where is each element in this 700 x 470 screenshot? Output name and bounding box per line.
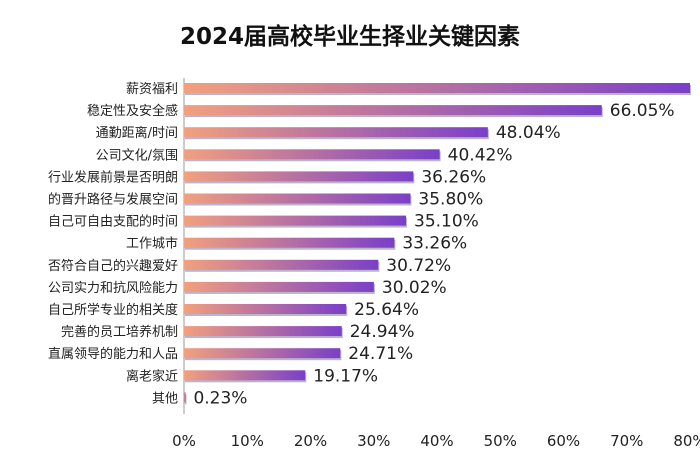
bar <box>184 392 186 403</box>
category-label: 直属领导的能力和人品 <box>48 346 178 362</box>
value-label: 35.80% <box>418 190 483 210</box>
bar <box>184 237 395 248</box>
value-label: 0.23% <box>193 388 247 408</box>
bar <box>184 370 306 381</box>
category-label: 的晋升路径与发展空间 <box>48 192 178 208</box>
bar-shadow <box>185 394 187 405</box>
x-tick-label: 50% <box>484 432 517 450</box>
category-label: 其他 <box>152 391 178 406</box>
category-label: 稳定性及安全感 <box>87 103 178 119</box>
x-tick-label: 30% <box>357 432 390 450</box>
category-label: 行业发展前景是否明朗 <box>48 169 178 185</box>
category-label: 薪资福利 <box>126 82 178 97</box>
category-label: 公司文化/氛围 <box>96 148 178 163</box>
bar <box>184 149 440 160</box>
value-label: 19.17% <box>313 366 378 386</box>
value-label: 35.10% <box>414 212 479 232</box>
value-label: 24.71% <box>348 344 413 364</box>
category-label: 完善的员工培养机制 <box>61 324 178 340</box>
x-tick-label: 20% <box>294 432 327 450</box>
value-label: 30.02% <box>382 278 447 298</box>
bar <box>184 326 342 337</box>
x-tick-label: 0% <box>172 432 196 450</box>
value-label: 48.04% <box>496 123 561 143</box>
category-label: 自己所学专业的相关度 <box>48 302 178 318</box>
chart-title: 2024届高校毕业生择业关键因素 <box>180 23 520 50</box>
x-tick-label: 10% <box>231 432 264 450</box>
bar <box>184 304 347 314</box>
bar <box>184 83 690 93</box>
category-label: 离老家近 <box>126 368 178 384</box>
bar <box>184 281 374 292</box>
bar <box>184 193 411 204</box>
bar <box>184 171 414 182</box>
category-label: 工作城市 <box>126 236 178 252</box>
x-tick-label: 60% <box>547 432 580 450</box>
bar <box>184 127 488 138</box>
bar <box>184 105 602 116</box>
category-label: 通勤距离/时间 <box>96 125 178 141</box>
x-tick-label: 80% <box>673 432 700 450</box>
category-label: 公司实力和抗风险能力 <box>48 281 178 296</box>
bar <box>184 348 341 359</box>
bar <box>184 215 407 226</box>
x-tick-label: 40% <box>420 432 453 450</box>
value-label: 25.64% <box>354 300 419 320</box>
value-label: 24.94% <box>350 322 415 342</box>
value-label: 66.05% <box>610 101 675 121</box>
x-tick-label: 70% <box>610 432 643 450</box>
category-label: 否符合自己的兴趣爱好 <box>48 258 178 274</box>
value-label: 36.26% <box>421 167 486 187</box>
category-label: 自己可自由支配的时间 <box>48 214 178 230</box>
value-label: 30.72% <box>386 256 451 276</box>
bar <box>184 259 379 270</box>
value-label: 33.26% <box>402 234 467 254</box>
value-label: 40.42% <box>448 145 513 165</box>
